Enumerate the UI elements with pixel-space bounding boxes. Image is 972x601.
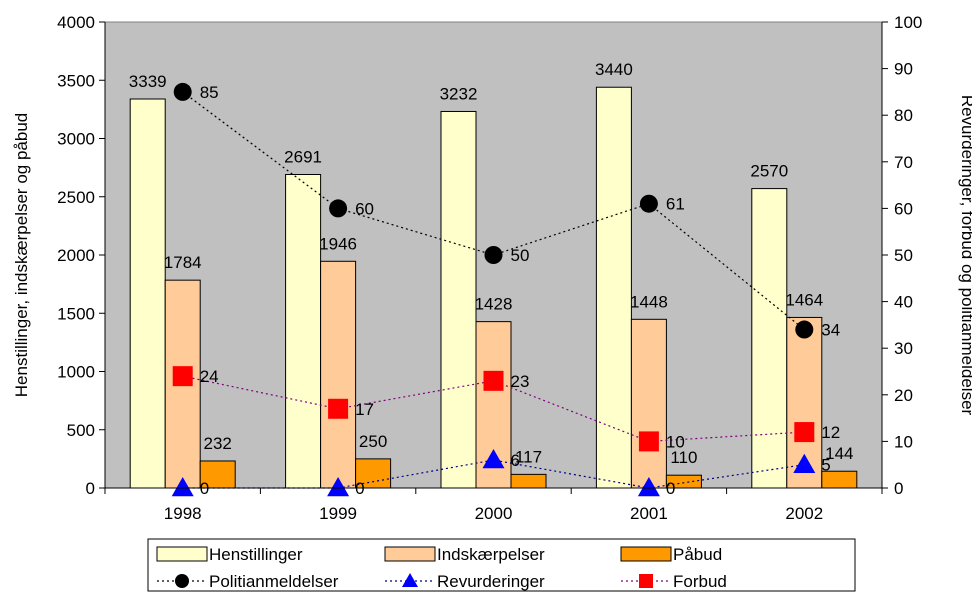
legend-label: Påbud bbox=[673, 545, 722, 564]
y-tick-label: 0 bbox=[86, 479, 95, 498]
bar-påbud bbox=[510, 473, 547, 489]
marker-revurderinger bbox=[327, 477, 350, 497]
bar-henstillinger bbox=[129, 98, 166, 489]
bar-data-label: 250 bbox=[359, 432, 387, 451]
legend-swatch bbox=[384, 546, 436, 562]
y2-tick-label: 0 bbox=[894, 479, 903, 498]
y2-tick-label: 70 bbox=[894, 153, 913, 172]
bars-group bbox=[129, 86, 858, 489]
marker-politianmeldelser bbox=[795, 320, 814, 339]
y-tick-label: 4000 bbox=[57, 13, 95, 32]
legend-label: Politianmeldelser bbox=[209, 572, 339, 591]
y-tick-label: 3500 bbox=[57, 71, 95, 90]
legend-marker bbox=[402, 573, 418, 587]
bar-data-label: 110 bbox=[670, 448, 697, 467]
bar-data-label: 3440 bbox=[595, 60, 633, 79]
bar-data-label: 3232 bbox=[440, 84, 478, 103]
y2-tick-label: 40 bbox=[894, 293, 913, 312]
bar-data-label: 1946 bbox=[319, 234, 357, 253]
marker-forbud bbox=[483, 370, 504, 391]
marker-revurderinger bbox=[171, 477, 194, 497]
marker-politianmeldelser bbox=[484, 246, 503, 264]
y2-tick-label: 80 bbox=[894, 106, 913, 125]
y-tick-label: 500 bbox=[67, 421, 95, 440]
y-tick-label: 2000 bbox=[57, 246, 95, 265]
y-tick-label: 1000 bbox=[57, 363, 95, 382]
line-data-label: 23 bbox=[511, 372, 530, 391]
y2-tick-label: 30 bbox=[894, 339, 913, 358]
marker-forbud bbox=[638, 431, 659, 452]
bar-data-label: 2570 bbox=[750, 162, 788, 181]
x-tick-label: 2001 bbox=[630, 504, 668, 523]
y2-tick-label: 10 bbox=[894, 432, 913, 451]
y2-tick-label: 60 bbox=[894, 199, 913, 218]
bar-data-label: 1784 bbox=[164, 253, 202, 272]
bar-data-label: 117 bbox=[515, 447, 542, 466]
y2-tick-label: 90 bbox=[894, 60, 913, 79]
y-axis-title: Henstillinger, indskærpelser og påbud bbox=[12, 113, 31, 397]
marker-politianmeldelser bbox=[639, 194, 658, 213]
line-data-label: 61 bbox=[666, 195, 685, 214]
bar-data-label: 3339 bbox=[129, 72, 167, 91]
bar-henstillinger bbox=[285, 173, 322, 489]
marker-forbud bbox=[794, 422, 815, 443]
legend-swatch bbox=[156, 546, 208, 562]
line-data-label: 12 bbox=[821, 423, 840, 442]
legend-marker bbox=[639, 574, 653, 588]
marker-revurderinger bbox=[482, 449, 505, 469]
y2-axis-title: Revurderinger, forbud og politianmeldels… bbox=[958, 95, 972, 416]
line-data-label: 60 bbox=[355, 199, 374, 218]
legend-label: Forbud bbox=[673, 572, 727, 591]
legend-swatch bbox=[620, 546, 672, 562]
y-tick-label: 1500 bbox=[57, 304, 95, 323]
bar-data-label: 1464 bbox=[785, 290, 823, 309]
x-tick-label: 1999 bbox=[319, 504, 357, 523]
x-tick-label: 2002 bbox=[785, 504, 823, 523]
bar-data-label: 232 bbox=[204, 434, 232, 453]
marker-revurderinger bbox=[637, 477, 660, 497]
line-data-label: 85 bbox=[200, 83, 219, 102]
marker-forbud bbox=[328, 398, 349, 419]
x-tick-label: 2000 bbox=[475, 504, 513, 523]
bar-data-label: 144 bbox=[825, 444, 853, 463]
bar-henstillinger bbox=[751, 188, 788, 489]
legend-label: Henstillinger bbox=[209, 545, 303, 564]
y2-tick-label: 20 bbox=[894, 386, 913, 405]
legend-label: Revurderinger bbox=[437, 572, 545, 591]
bar-påbud bbox=[199, 460, 236, 489]
y-tick-label: 2500 bbox=[57, 188, 95, 207]
bar-henstillinger bbox=[440, 110, 477, 489]
marker-politianmeldelser bbox=[329, 199, 348, 218]
line-data-label: 5 bbox=[821, 456, 830, 475]
bar-data-label: 1428 bbox=[475, 295, 513, 314]
legend-marker bbox=[175, 574, 189, 588]
marker-politianmeldelser bbox=[173, 82, 192, 101]
line-data-label: 10 bbox=[666, 432, 685, 451]
line-data-label: 34 bbox=[821, 321, 840, 340]
bar-data-label: 2691 bbox=[284, 147, 322, 166]
bar-indskærpelser bbox=[630, 318, 667, 489]
legend-box bbox=[147, 538, 856, 592]
legend-label: Indskærpelser bbox=[437, 545, 545, 564]
marker-revurderinger bbox=[793, 453, 816, 473]
line-data-label: 24 bbox=[200, 367, 219, 386]
lines-group bbox=[171, 82, 816, 497]
line-data-label: 6 bbox=[511, 451, 520, 470]
axes-group: 0 500 1000 1500 2000 2500 3000 3500 4000 0 10 20 30 4… bbox=[57, 13, 922, 523]
y2-tick-label: 100 bbox=[894, 13, 922, 32]
marker-forbud bbox=[172, 366, 193, 387]
y-tick-label: 3000 bbox=[57, 130, 95, 149]
bar-data-label: 1448 bbox=[630, 292, 668, 311]
x-tick-label: 1998 bbox=[164, 504, 202, 523]
y2-tick-label: 50 bbox=[894, 246, 913, 265]
bar-indskærpelser bbox=[320, 260, 357, 489]
legend: Henstillinger Indskærpelser Påbud Politianm… bbox=[147, 538, 856, 592]
line-data-label: 50 bbox=[511, 246, 530, 265]
line-data-label: 17 bbox=[355, 400, 374, 419]
